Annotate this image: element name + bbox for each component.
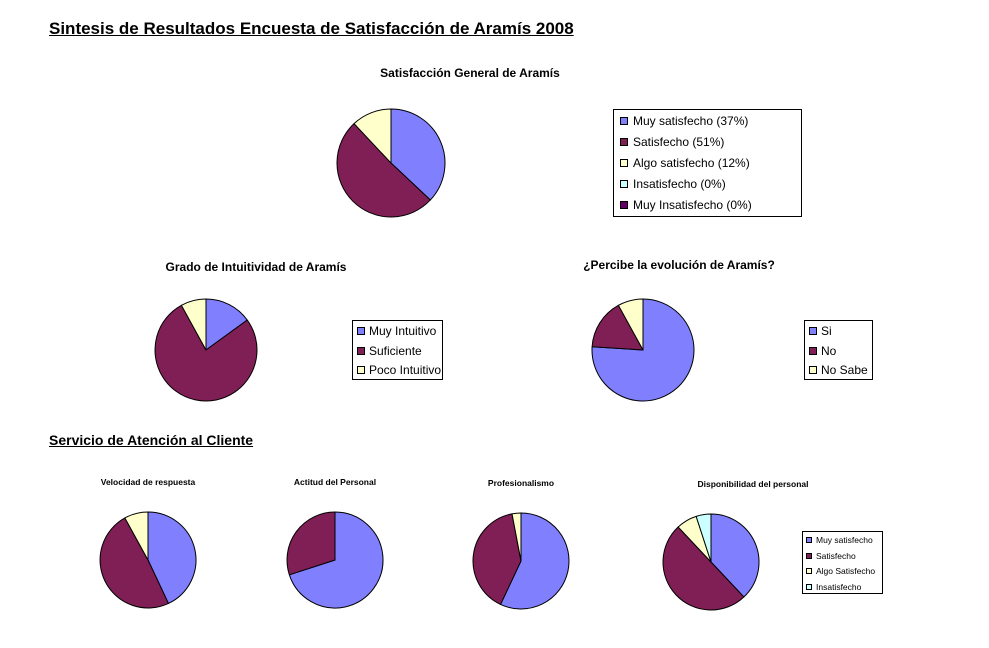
pie-actitud	[286, 511, 384, 609]
legend-item-insatisfecho: Insatisfecho (0%)	[614, 174, 801, 195]
page-title: Sintesis de Resultados Encuesta de Satis…	[49, 19, 574, 38]
pie-slice-satisfecho	[662, 526, 745, 611]
pie-slice-muy-satisfecho	[390, 108, 446, 201]
legend-item-satisfecho: Satisfecho	[803, 549, 882, 565]
pie-slice-algo-satisfecho	[353, 108, 392, 164]
section-title: Servicio de Atención al Cliente	[49, 432, 254, 448]
legend-label: Algo Satisfecho	[816, 566, 876, 576]
pie-slice-algo-satisfecho	[511, 512, 522, 562]
legend-label: Muy Insatisfecho (0%)	[633, 198, 752, 212]
pie-satisfaccion-general	[336, 108, 446, 218]
legend-item-algo-satisfecho: Algo Satisfecho	[803, 564, 882, 580]
pie-slice-suficiente	[154, 304, 258, 402]
pie-slice-muy-satisfecho	[710, 513, 760, 598]
pie-disponibilidad	[662, 513, 760, 611]
legend-item-insatisfecho: Insatisfecho	[803, 580, 882, 596]
legend-swatch	[620, 117, 628, 125]
legend-label: Si	[821, 324, 832, 338]
legend-swatch	[809, 346, 817, 355]
pie-intuitividad	[154, 298, 258, 402]
pie-slice-muy-satisfecho	[500, 512, 570, 610]
chart-title-satisfaccion-general: Satisfacción General de Aramís	[380, 66, 560, 80]
legend-item-satisfecho: Satisfecho (51%)	[614, 132, 801, 153]
legend-label: No	[821, 343, 837, 358]
pie-evolucion	[591, 298, 695, 402]
legend-label: Satisfecho	[816, 550, 856, 561]
legend-swatch	[809, 366, 817, 374]
legend-item-si: Si	[805, 322, 872, 342]
pie-slice-muy-intuitivo	[205, 298, 248, 351]
legend-satisfaccion-general: Muy satisfecho (37%) Satisfecho (51%) Al…	[613, 109, 802, 217]
legend-item-muy-satisfecho: Muy satisfecho	[803, 533, 882, 549]
legend-swatch	[806, 552, 812, 559]
legend-intuitividad: Muy Intuitivo Suficiente Poco Intuitivo	[352, 320, 443, 380]
legend-item-muy-satisfecho: Muy satisfecho (37%)	[614, 111, 801, 132]
pie-profesionalismo	[472, 512, 570, 610]
pie-velocidad	[99, 511, 197, 609]
pie-slice-satisfecho	[286, 511, 336, 576]
chart-title-velocidad: Velocidad de respuesta	[100, 477, 196, 487]
pie-slice-muy-satisfecho	[147, 511, 197, 604]
legend-label: Suficiente	[369, 343, 422, 358]
legend-item-no: No	[805, 342, 872, 362]
legend-label: No Sabe	[821, 363, 868, 377]
legend-label: Muy satisfecho	[816, 535, 873, 545]
legend-label: Insatisfecho	[816, 581, 862, 592]
legend-swatch	[620, 138, 628, 146]
legend-label: Insatisfecho (0%)	[633, 177, 726, 191]
legend-swatch	[357, 346, 365, 355]
legend-item-poco-intuitivo: Poco Intuitivo	[353, 361, 442, 381]
pie-slice-satisfecho	[472, 513, 522, 605]
legend-disponibilidad: Muy satisfecho Satisfecho Algo Satisfech…	[802, 531, 883, 594]
pie-slice-no-sabe	[617, 298, 644, 351]
legend-item-algo-satisfecho: Algo satisfecho (12%)	[614, 153, 801, 174]
legend-swatch	[620, 159, 628, 167]
legend-evolucion: Si No No Sabe	[804, 320, 873, 380]
legend-swatch	[806, 537, 812, 543]
legend-swatch	[620, 180, 628, 188]
pie-slice-no	[591, 304, 644, 351]
chart-title-actitud: Actitud del Personal	[293, 477, 377, 487]
legend-label: Poco Intuitivo	[369, 363, 442, 377]
legend-item-muy-insatisfecho: Muy Insatisfecho (0%)	[614, 195, 801, 216]
chart-title-profesionalismo: Profesionalismo	[487, 478, 555, 488]
pie-slice-satisfecho	[99, 517, 169, 609]
pie-slice-poco-intuitivo	[180, 298, 207, 351]
legend-label: Algo satisfecho (12%)	[633, 156, 750, 170]
legend-swatch	[806, 583, 812, 590]
chart-title-intuitividad: Grado de Intuitividad de Aramís	[165, 260, 347, 274]
chart-title-evolucion: ¿Percibe la evolución de Aramís?	[583, 258, 775, 272]
legend-swatch	[357, 366, 365, 374]
pie-slice-satisfecho	[336, 123, 431, 218]
legend-label: Muy Intuitivo	[369, 324, 437, 338]
legend-label: Satisfecho (51%)	[633, 135, 725, 149]
pie-slice-insatisfecho	[695, 513, 712, 563]
legend-swatch	[620, 201, 628, 209]
legend-swatch	[357, 327, 365, 335]
pie-slice-algo-satisfecho	[124, 511, 149, 561]
legend-swatch	[809, 327, 817, 335]
legend-swatch	[806, 568, 812, 574]
legend-item-no-sabe: No Sabe	[805, 361, 872, 381]
legend-label: Muy satisfecho (37%)	[633, 114, 749, 128]
legend-item-muy-intuitivo: Muy Intuitivo	[353, 322, 442, 342]
pie-slice-muy-satisfecho	[288, 511, 384, 609]
legend-item-suficiente: Suficiente	[353, 342, 442, 362]
chart-title-disponibilidad: Disponibilidad del personal	[697, 479, 809, 489]
